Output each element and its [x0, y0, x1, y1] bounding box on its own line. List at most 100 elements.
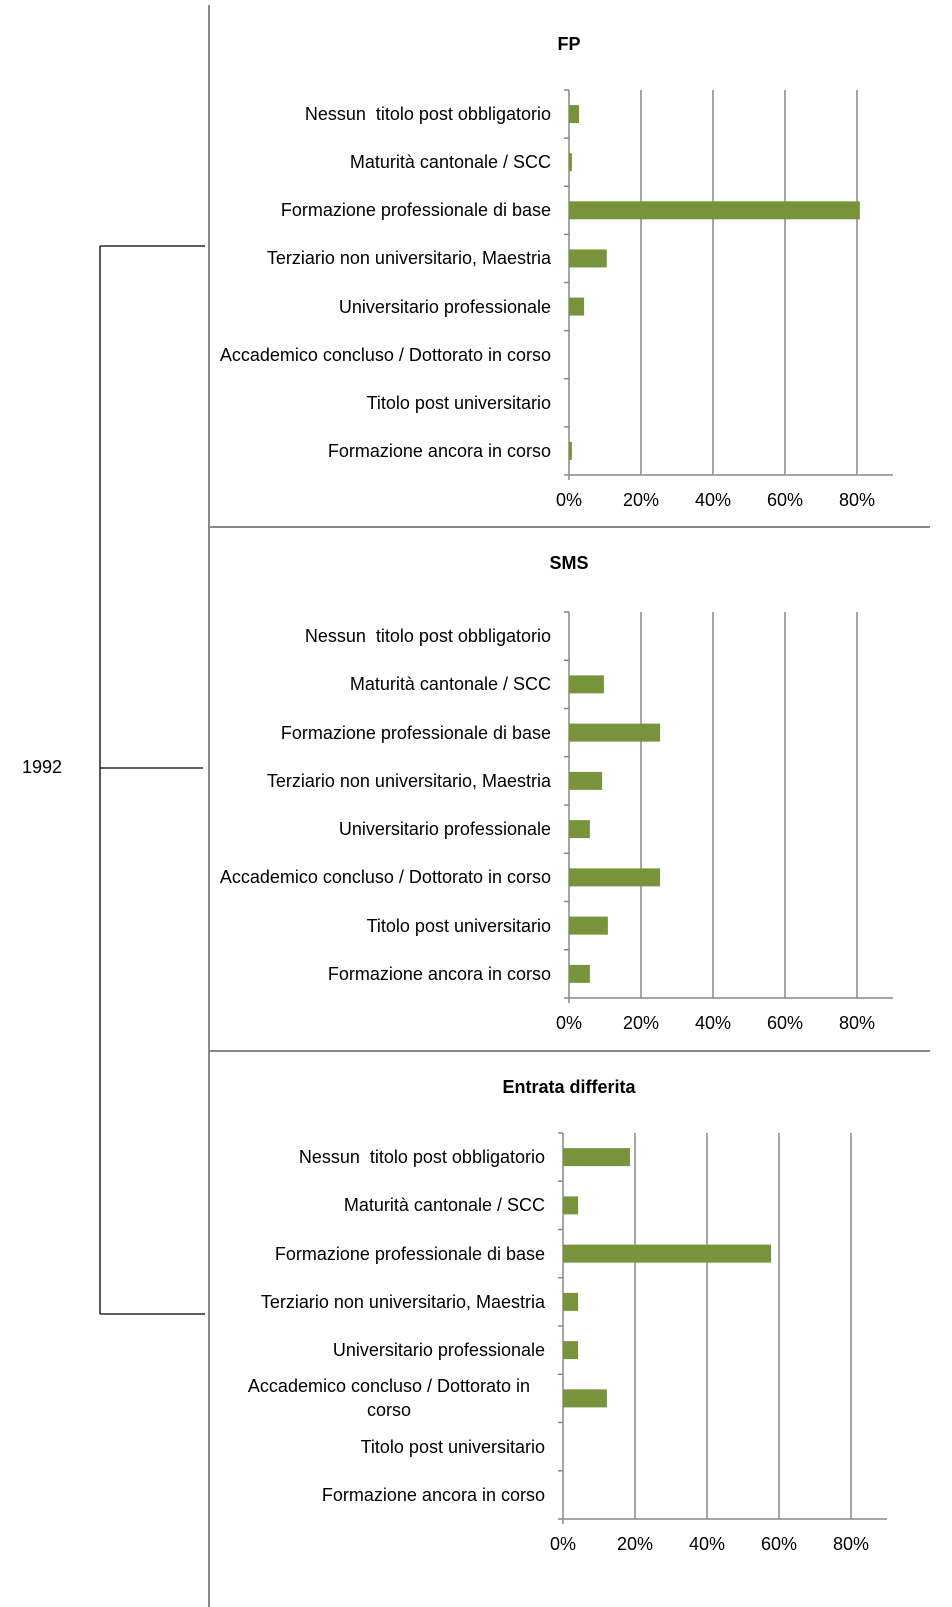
y-tick-label-wrap: Formazione ancora in corso [233, 1471, 545, 1519]
bracket [99, 245, 205, 1315]
y-tick-label: Terziario non universitario, Maestria [266, 248, 551, 269]
y-tick-label-wrap: Formazione professionale di base [215, 709, 551, 757]
y-tick-label-wrap: Terziario non universitario, Maestria [215, 757, 551, 805]
y-tick-label-wrap: Titolo post universitario [233, 1423, 545, 1471]
y-tick-label-wrap: Maturità cantonale / SCC [215, 138, 551, 186]
y-tick-label-box: Universitario professionale [233, 1326, 545, 1374]
y-tick-label: Accademico concluso / Dottorato in corso [219, 344, 551, 365]
bar [569, 201, 860, 220]
y-tick-label-box: Accademico concluso / Dottorato in corso [215, 853, 551, 901]
y-tick-label-wrap: Terziario non universitario, Maestria [233, 1278, 545, 1326]
y-tick-label: Nessun titolo post obbligatorio [304, 626, 551, 647]
bar [569, 441, 572, 460]
y-tick-label-box: Universitario professionale [215, 283, 551, 331]
y-tick-label-box: Terziario non universitario, Maestria [215, 757, 551, 805]
y-tick-label-box: Maturità cantonale / SCC [233, 1181, 545, 1229]
bar [563, 1292, 579, 1311]
y-tick-label-box: Titolo post universitario [233, 1423, 545, 1471]
y-tick-label-wrap: Universitario professionale [215, 283, 551, 331]
x-tick-label: 60% [761, 1534, 797, 1554]
y-tick-label-wrap: Universitario professionale [233, 1326, 545, 1374]
y-tick-label-wrap: Maturità cantonale / SCC [233, 1181, 545, 1229]
bar [569, 820, 590, 839]
bar [563, 1389, 607, 1408]
y-tick-label: Accademico concluso / Dottorato in corso [247, 1376, 536, 1421]
y-tick-label-box: Maturità cantonale / SCC [215, 138, 551, 186]
y-tick-label: Formazione professionale di base [280, 722, 551, 743]
bar [569, 723, 661, 742]
y-tick-label: Formazione ancora in corso [321, 1484, 545, 1505]
y-tick-label: Maturità cantonale / SCC [343, 1195, 545, 1216]
y-tick-label-box: Formazione ancora in corso [215, 950, 551, 998]
y-tick-label-box: Nessun titolo post obbligatorio [233, 1133, 545, 1181]
x-tick-label: 80% [839, 490, 875, 510]
x-tick-label: 80% [839, 1013, 875, 1033]
x-tick-label: 20% [623, 1013, 659, 1033]
y-tick-label-wrap: Formazione ancora in corso [215, 950, 551, 998]
chart-title: Entrata differita [502, 1077, 636, 1097]
y-tick-label-box: Formazione professionale di base [215, 709, 551, 757]
x-tick-label: 40% [689, 1534, 725, 1554]
y-tick-label-box: Titolo post universitario [215, 379, 551, 427]
y-tick-label: Formazione ancora in corso [327, 440, 551, 461]
bar [563, 1244, 772, 1263]
y-tick-label-wrap: Universitario professionale [215, 805, 551, 853]
y-tick-label-box: Maturità cantonale / SCC [215, 660, 551, 708]
x-tick-label: 80% [833, 1534, 869, 1554]
x-tick-label: 20% [617, 1534, 653, 1554]
y-tick-label-box: Nessun titolo post obbligatorio [215, 90, 551, 138]
bar [569, 868, 661, 887]
y-tick-label-box: Formazione professionale di base [215, 186, 551, 234]
y-tick-label-wrap: Formazione professionale di base [233, 1230, 545, 1278]
y-tick-label-box: Universitario professionale [215, 805, 551, 853]
y-tick-label-wrap: Accademico concluso / Dottorato in corso [233, 1374, 545, 1422]
y-tick-label: Terziario non universitario, Maestria [260, 1291, 545, 1312]
y-tick-label: Universitario professionale [338, 819, 551, 840]
x-tick-label: 60% [767, 490, 803, 510]
y-tick-label: Maturità cantonale / SCC [349, 152, 551, 173]
bar [563, 1341, 579, 1360]
bar [563, 1148, 630, 1167]
bar [563, 1196, 579, 1215]
y-tick-label: Formazione professionale di base [280, 200, 551, 221]
y-tick-label-box: Accademico concluso / Dottorato in corso [233, 1374, 545, 1422]
x-tick-label: 40% [695, 490, 731, 510]
y-tick-label: Formazione professionale di base [274, 1243, 545, 1264]
y-tick-label-wrap: Accademico concluso / Dottorato in corso [215, 331, 551, 379]
y-tick-label: Universitario professionale [338, 296, 551, 317]
y-tick-label: Accademico concluso / Dottorato in corso [219, 867, 551, 888]
bar [569, 771, 603, 790]
y-tick-label-wrap: Maturità cantonale / SCC [215, 660, 551, 708]
x-tick-label: 0% [556, 490, 582, 510]
y-tick-label: Titolo post universitario [366, 915, 551, 936]
y-tick-label: Maturità cantonale / SCC [349, 674, 551, 695]
y-tick-label-box: Titolo post universitario [215, 902, 551, 950]
group-label: 1992 [22, 757, 62, 777]
x-tick-label: 0% [556, 1013, 582, 1033]
y-tick-label: Nessun titolo post obbligatorio [304, 104, 551, 125]
x-tick-label: 20% [623, 490, 659, 510]
y-tick-label-wrap: Titolo post universitario [215, 379, 551, 427]
y-tick-label-box: Terziario non universitario, Maestria [266, 248, 551, 269]
y-tick-label: Titolo post universitario [366, 392, 551, 413]
y-tick-label-wrap: Nessun titolo post obbligatorio [215, 90, 551, 138]
y-tick-label-box: Nessun titolo post obbligatorio [215, 612, 551, 660]
y-tick-label-wrap: Nessun titolo post obbligatorio [215, 612, 551, 660]
bar [569, 675, 604, 694]
x-tick-label: 0% [550, 1534, 576, 1554]
x-tick-label: 60% [767, 1013, 803, 1033]
y-tick-label-wrap: Titolo post universitario [215, 902, 551, 950]
y-tick-label-wrap: Formazione professionale di base [215, 186, 551, 234]
bar [569, 249, 607, 268]
y-tick-label-box: Accademico concluso / Dottorato in corso [215, 331, 551, 379]
bar [569, 916, 608, 935]
bar [569, 153, 572, 172]
y-tick-label-wrap: Nessun titolo post obbligatorio [233, 1133, 545, 1181]
y-tick-label: Formazione ancora in corso [327, 963, 551, 984]
y-tick-label: Universitario professionale [332, 1340, 545, 1361]
bar [569, 105, 580, 124]
panel-frame [208, 5, 930, 1607]
y-tick-label: Titolo post universitario [360, 1436, 545, 1457]
y-tick-label-wrap: Accademico concluso / Dottorato in corso [215, 853, 551, 901]
